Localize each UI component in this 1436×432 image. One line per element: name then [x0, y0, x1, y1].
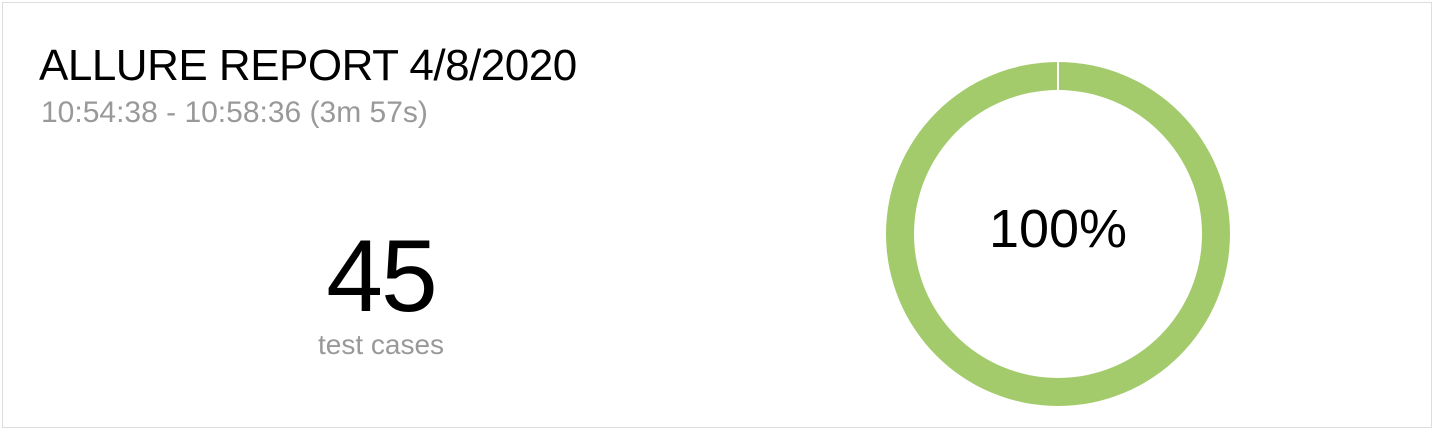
test-count-label: test cases — [317, 329, 445, 360]
report-title: ALLURE REPORT 4/8/2020 — [39, 41, 577, 90]
test-count-block: 45 test cases — [231, 221, 531, 361]
report-time-range: 10:54:38 - 10:58:36 (3m 57s) — [41, 96, 428, 129]
test-count-value: 45 — [326, 219, 437, 333]
donut-segment-passed[interactable] — [886, 62, 1230, 406]
status-donut-chart[interactable] — [868, 44, 1248, 424]
